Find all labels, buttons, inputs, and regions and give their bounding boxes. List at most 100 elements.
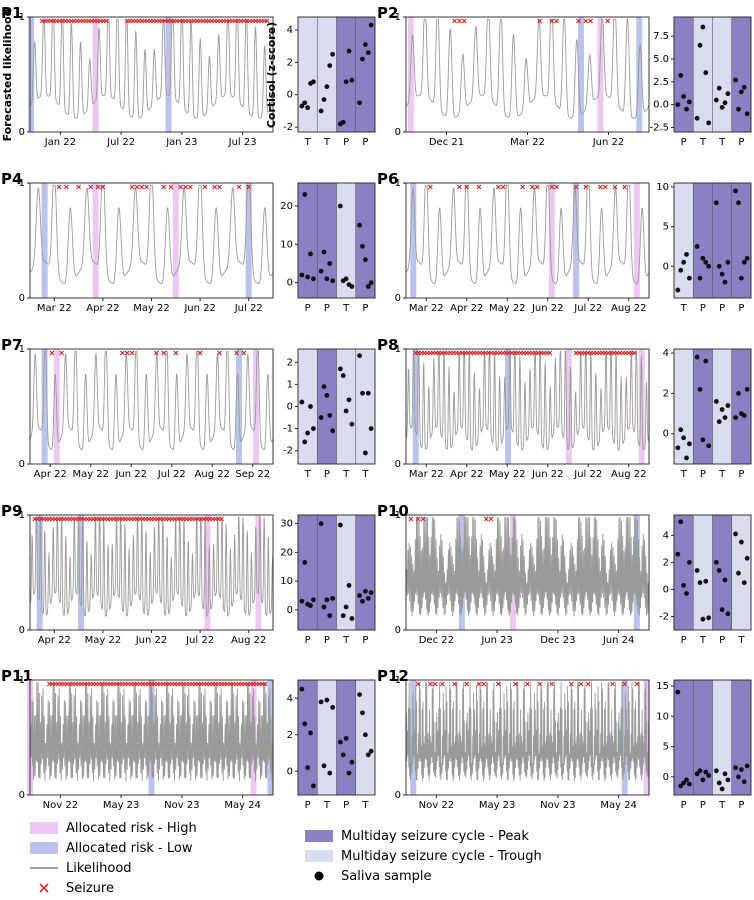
seizure-marker — [481, 681, 487, 687]
x-tick-label: May 22 — [85, 635, 122, 646]
high-risk-band — [548, 183, 555, 298]
saliva-sample-point — [725, 403, 731, 408]
saliva-sample-point — [713, 768, 719, 774]
saliva-sample-point — [349, 421, 355, 427]
seizure-marker — [476, 184, 482, 190]
saliva-sample-point — [703, 70, 709, 76]
seizure-marker — [420, 516, 426, 522]
saliva-sample-point — [725, 91, 731, 97]
saliva-sample-point — [327, 261, 333, 266]
saliva-sample-point — [346, 770, 352, 776]
saliva-sample-point — [368, 426, 374, 432]
saliva-sample-point — [337, 366, 343, 372]
x-tick-label: Aug 22 — [611, 469, 646, 480]
legend-label: Allocated risk - High — [66, 821, 197, 836]
y-tick-label: 0 — [287, 90, 293, 101]
saliva-sample-point — [733, 188, 738, 194]
high-risk-band — [633, 183, 640, 298]
x-tick-label: May 22 — [133, 303, 170, 314]
seizure-markers — [427, 184, 628, 190]
cycle-phase-band — [674, 349, 694, 464]
phase-label: P — [343, 800, 349, 811]
x-tick-label: Mar 22 — [37, 303, 72, 314]
panel-p6: P6 0 1 Mar 22 Apr 22 May 22 Jun 22 Jul 22 Aug 22… — [377, 170, 752, 314]
panel-p1: P1 0 1 Jan 22 Jul 22 Jan 23 Jul 23 T T P P -2 0 2 4 — [1, 4, 376, 148]
saliva-sample-point — [684, 455, 689, 461]
x-tick-label: Apr 22 — [450, 469, 483, 480]
cycle-phase-band — [298, 183, 318, 298]
y-tick-label: 0 — [663, 261, 669, 272]
x-tick-label: Jul 22 — [573, 469, 602, 480]
seizure-marker — [56, 184, 62, 190]
seizure-marker — [488, 516, 494, 522]
saliva-sample-point — [368, 22, 374, 28]
panel-p10: P10 0 1 Dec 22 Jun 23 Dec 23 Jun 24 P T P T -2 0 2 4 — [377, 502, 752, 646]
saliva-sample-point — [678, 267, 684, 273]
saliva-sample-point — [305, 105, 311, 111]
cycle-phase-band — [317, 680, 337, 795]
saliva-sample-point — [340, 613, 346, 619]
legend-swatch — [305, 850, 333, 862]
saliva-sample-point — [716, 780, 722, 786]
high-risk-band — [565, 349, 572, 464]
cycle-phase-band — [298, 349, 318, 464]
seizure-marker — [464, 184, 470, 190]
x-tick-label: Nov 23 — [164, 800, 199, 811]
seizure-marker — [202, 184, 208, 190]
seizure-marker — [597, 184, 603, 190]
y-tick-label: 1 — [395, 510, 401, 521]
seizure-marker — [427, 184, 433, 190]
legend-item-likelihood: Likelihood — [30, 861, 132, 876]
saliva-sample-point — [343, 736, 349, 741]
y-tick-label: 0 — [395, 459, 401, 470]
saliva-sample-point — [340, 119, 346, 125]
cycle-phase-band — [693, 17, 713, 132]
seizure-marker — [236, 184, 242, 190]
saliva-sample-point — [684, 106, 689, 112]
seizure-marker — [197, 350, 203, 356]
cycle-phase-band — [731, 515, 751, 630]
x-tick-label: May 24 — [600, 800, 637, 811]
saliva-sample-point — [694, 771, 700, 777]
x-tick-label: Jun 23 — [480, 635, 513, 646]
saliva-sample-point — [736, 390, 741, 396]
seizure-marker — [144, 184, 150, 190]
legend-item-low: Allocated risk - Low — [30, 841, 193, 856]
y-tick-label: 0 — [19, 790, 25, 801]
x-tick-label: Aug 22 — [611, 303, 646, 314]
x-tick-label: Jun 22 — [531, 303, 564, 314]
saliva-sample-point — [311, 79, 316, 85]
y-tick-label: 1 — [19, 12, 25, 23]
cycle-phase-band — [693, 515, 713, 630]
phase-label: T — [680, 469, 688, 480]
saliva-sample-point — [733, 531, 738, 537]
phase-label: P — [738, 137, 744, 148]
y-tick-label: 4 — [663, 530, 669, 541]
saliva-sample-point — [327, 63, 333, 68]
seizure-marker — [576, 18, 581, 24]
cycle-phase-band — [336, 349, 356, 464]
saliva-sample-point — [308, 730, 313, 736]
saliva-sample-point — [324, 276, 330, 282]
high-risk-band — [204, 515, 211, 630]
saliva-sample-point — [318, 108, 324, 114]
seizure-marker — [622, 681, 628, 687]
seizure-marker — [461, 18, 467, 24]
seizure-marker — [153, 350, 159, 356]
high-risk-band — [172, 183, 179, 298]
saliva-sample-point — [697, 42, 703, 48]
saliva-sample-point — [308, 404, 313, 409]
saliva-sample-point — [321, 604, 327, 610]
likelihood-line — [29, 18, 274, 119]
panel-p11: P11 0 1 Nov 22 May 23 Nov 23 May 24 P T P T 0 2 4 — [1, 667, 376, 811]
phase-label: T — [699, 137, 707, 148]
low-risk-band — [573, 183, 580, 298]
cycle-phase-band — [693, 349, 713, 464]
saliva-sample-point — [733, 765, 738, 771]
saliva-sample-point — [675, 551, 681, 557]
y-tick-label: 10 — [656, 182, 669, 193]
saliva-sample-point — [687, 99, 692, 105]
seizure-marker — [631, 350, 637, 356]
phase-label: P — [681, 635, 687, 646]
saliva-sample-point — [744, 386, 750, 392]
